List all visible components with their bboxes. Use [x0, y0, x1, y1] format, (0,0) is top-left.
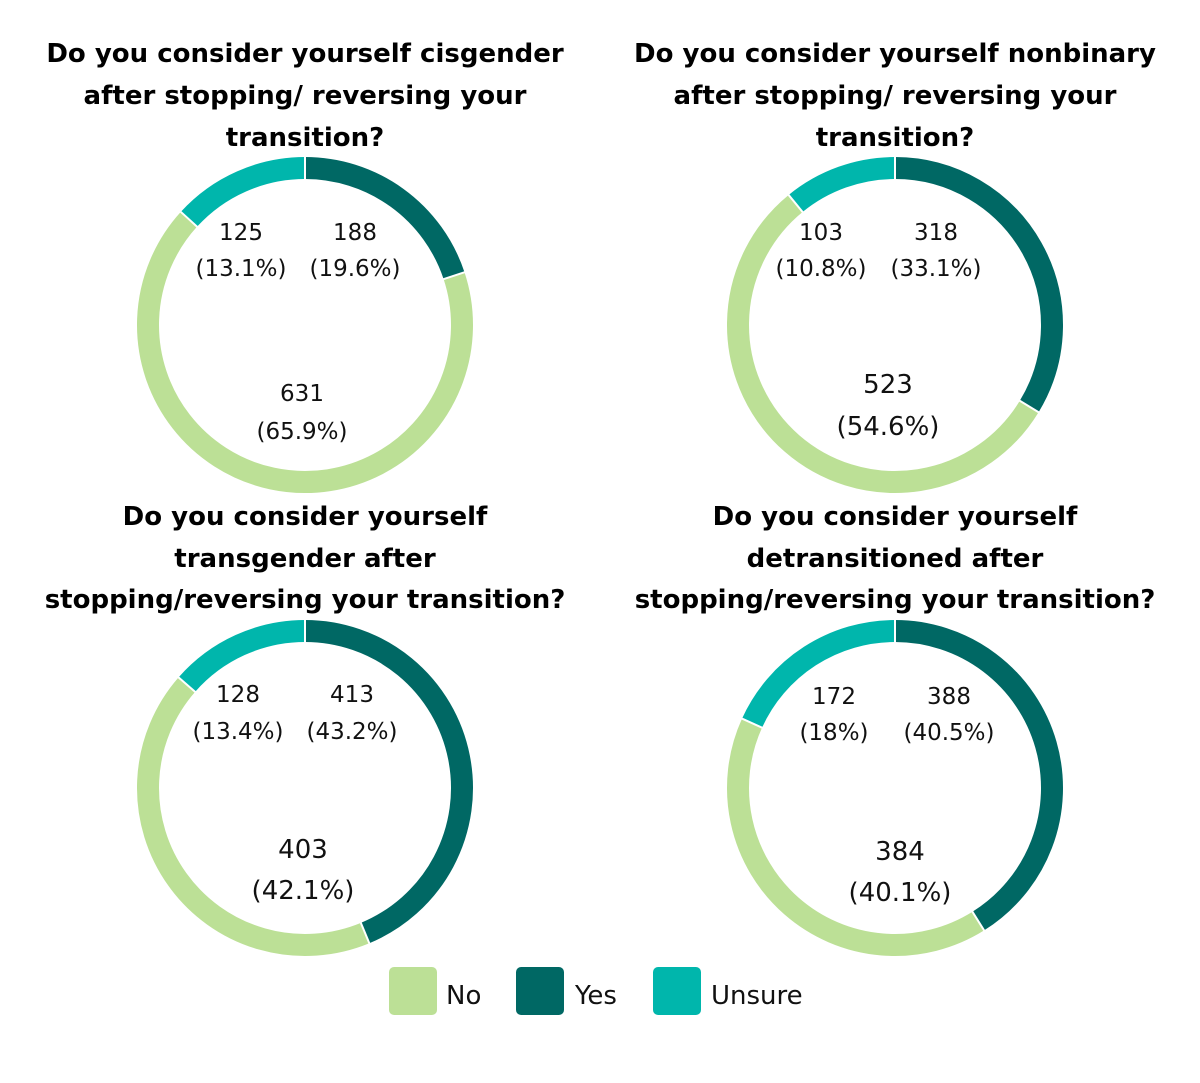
chart-title-line: detransitioned after [747, 544, 1044, 574]
donut-slice-yes [304, 157, 465, 280]
data-label-no-count: 403 [278, 835, 328, 865]
donut-slice-yes [304, 620, 473, 944]
legend: No Yes Unsure [389, 967, 803, 1015]
data-label-yes-percent: (19.6%) [309, 256, 400, 282]
data-label-yes-percent: (43.2%) [306, 719, 397, 745]
chart-title-line: Do you consider yourself [713, 502, 1078, 532]
slice-separator [442, 270, 466, 281]
data-label-no-count: 631 [280, 381, 324, 407]
data-label-unsure-percent: (13.4%) [192, 719, 283, 745]
donut-slice-no [137, 211, 473, 493]
data-label-no-percent: (65.9%) [256, 419, 347, 445]
donut-slice-yes [894, 620, 1063, 931]
chart-title-line: after stopping/ reversing your [84, 81, 527, 111]
chart-title-line: Do you consider yourself cisgender [46, 39, 563, 69]
slice-separator [740, 717, 764, 729]
chart-title-line: transition? [816, 123, 975, 153]
data-label-no-percent: (42.1%) [252, 876, 355, 906]
legend-label-unsure: Unsure [711, 981, 803, 1011]
data-label-yes-count: 388 [927, 684, 971, 710]
donut-slice-unsure [788, 157, 896, 213]
data-label-yes-percent: (40.5%) [903, 720, 994, 746]
legend-swatch-yes [516, 967, 564, 1015]
donut-ring [727, 156, 1063, 493]
donut-slice-yes [894, 157, 1063, 413]
donut-chart-transgender: Do you consider yourself transgender aft… [45, 502, 566, 956]
data-label-unsure-percent: (13.1%) [195, 256, 286, 282]
legend-item-unsure: Unsure [653, 967, 803, 1015]
data-label-yes-percent: (33.1%) [890, 256, 981, 282]
legend-item-no: No [389, 967, 481, 1015]
slice-separator [971, 910, 986, 932]
chart-title-line: transgender after [174, 544, 436, 574]
donut-slice-unsure [742, 620, 896, 728]
data-label-yes-count: 188 [333, 220, 377, 246]
slice-separator [1018, 399, 1040, 414]
legend-swatch-no [389, 967, 437, 1015]
donut-slice-no [137, 677, 370, 956]
chart-title-line: stopping/reversing your transition? [45, 585, 566, 615]
chart-title-line: stopping/reversing your transition? [635, 585, 1156, 615]
donut-ring [137, 619, 473, 956]
slice-separator [179, 210, 199, 229]
donut-chart-nonbinary: Do you consider yourself nonbinary after… [634, 39, 1156, 493]
chart-title-line: Do you consider yourself [123, 502, 488, 532]
slice-separator [177, 675, 197, 694]
legend-label-no: No [446, 981, 481, 1011]
donut-slice-unsure [178, 620, 306, 693]
chart-title-line: transition? [226, 123, 385, 153]
donut-ring [137, 156, 473, 493]
slice-separator [359, 921, 371, 945]
data-label-unsure-count: 128 [216, 682, 260, 708]
data-label-no-count: 384 [875, 837, 925, 867]
data-label-no-percent: (40.1%) [849, 878, 952, 908]
donut-slice-no [727, 194, 1039, 493]
chart-title-line: Do you consider yourself nonbinary [634, 39, 1156, 69]
data-label-yes-count: 413 [330, 682, 374, 708]
donut-slice-no [727, 718, 985, 956]
legend-item-yes: Yes [516, 967, 617, 1015]
data-label-no-count: 523 [863, 370, 913, 400]
legend-label-yes: Yes [574, 981, 617, 1011]
data-label-unsure-count: 172 [812, 684, 856, 710]
donut-chart-cisgender: Do you consider yourself cisgender after… [46, 39, 564, 493]
donut-slice-unsure [180, 157, 306, 227]
chart-title-line: after stopping/ reversing your [674, 81, 1117, 111]
data-label-no-percent: (54.6%) [837, 412, 940, 442]
data-label-unsure-percent: (10.8%) [775, 256, 866, 282]
legend-swatch-unsure [653, 967, 701, 1015]
data-label-unsure-count: 103 [799, 220, 843, 246]
donut-ring [727, 619, 1063, 956]
data-label-yes-count: 318 [914, 220, 958, 246]
donut-chart-detransitioned: Do you consider yourself detransitioned … [635, 502, 1156, 956]
data-label-unsure-count: 125 [219, 220, 263, 246]
data-label-unsure-percent: (18%) [799, 720, 868, 746]
slice-separator [787, 193, 804, 214]
